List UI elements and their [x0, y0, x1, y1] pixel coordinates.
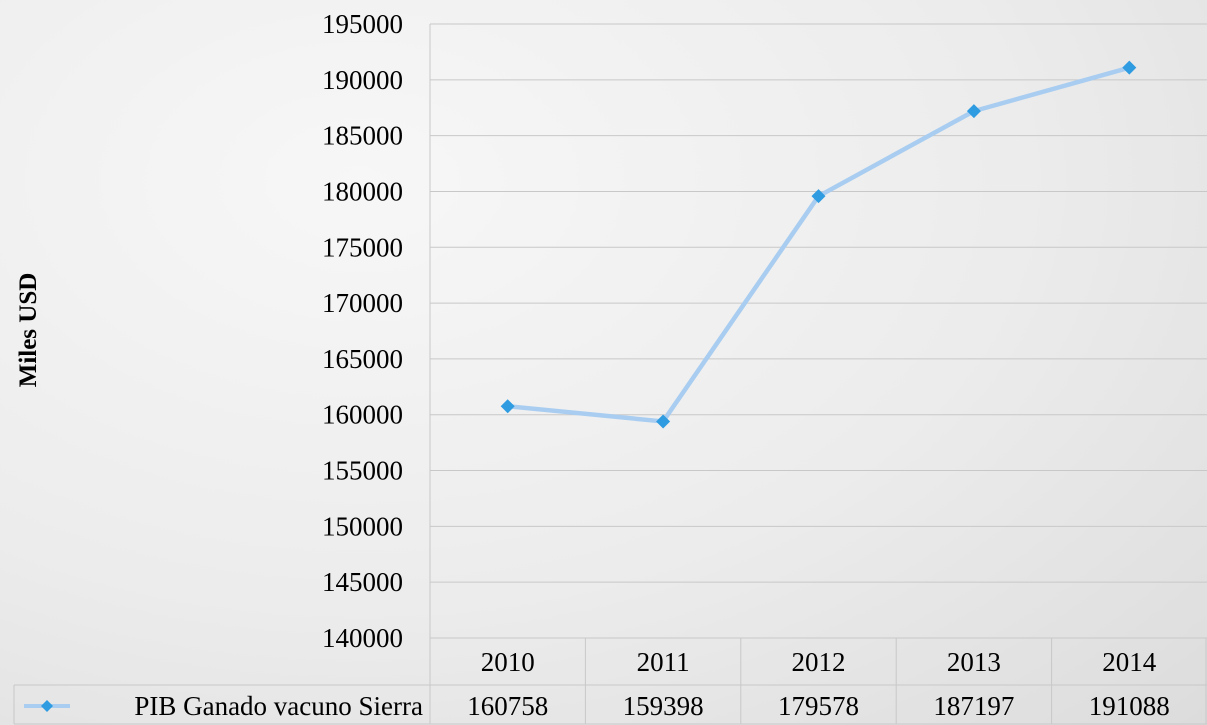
y-axis-label: Miles USD [15, 273, 42, 388]
x-tick-label: 2014 [1102, 647, 1157, 677]
data-table-value: 187197 [933, 691, 1014, 721]
y-tick-label: 180000 [322, 176, 403, 206]
series-lines [505, 65, 1132, 424]
data-point-marker [500, 399, 515, 414]
data-table-value: 160758 [467, 691, 548, 721]
data-point-marker [656, 414, 671, 429]
data-point-marker [1122, 60, 1137, 75]
series-line [505, 65, 1132, 424]
y-tick-label: 140000 [322, 623, 403, 653]
legend-marker-key [41, 700, 53, 712]
x-tick-label: 2012 [792, 647, 846, 677]
y-tick-label: 175000 [322, 232, 403, 262]
y-tick-label: 190000 [322, 65, 403, 95]
data-table: 2010 2011 2012 2013 2014 PIB Ganado vacuno Si… [13, 637, 1207, 725]
data-table-value: 191088 [1089, 691, 1170, 721]
y-tick-label: 165000 [322, 344, 403, 374]
gridlines [429, 23, 1207, 724]
data-point-marker [811, 189, 826, 204]
y-tick-label: 150000 [322, 511, 403, 541]
y-tick-label: 160000 [322, 400, 403, 430]
y-axis-tick-labels: 140000 145000 150000 155000 160000 165000 1700… [322, 9, 403, 653]
y-tick-label: 195000 [322, 9, 403, 39]
series-markers [500, 60, 1137, 429]
y-tick-label: 185000 [322, 121, 403, 151]
x-tick-label: 2010 [481, 647, 535, 677]
y-tick-label: 170000 [322, 288, 403, 318]
data-point-marker [966, 104, 981, 119]
data-table-value: 159398 [623, 691, 704, 721]
x-tick-label: 2011 [637, 647, 690, 677]
data-table-value: 179578 [778, 691, 859, 721]
y-tick-label: 155000 [322, 456, 403, 486]
legend-series-name: PIB Ganado vacuno Sierra [134, 691, 423, 721]
y-tick-label: 145000 [322, 567, 403, 597]
x-tick-label: 2013 [947, 647, 1001, 677]
